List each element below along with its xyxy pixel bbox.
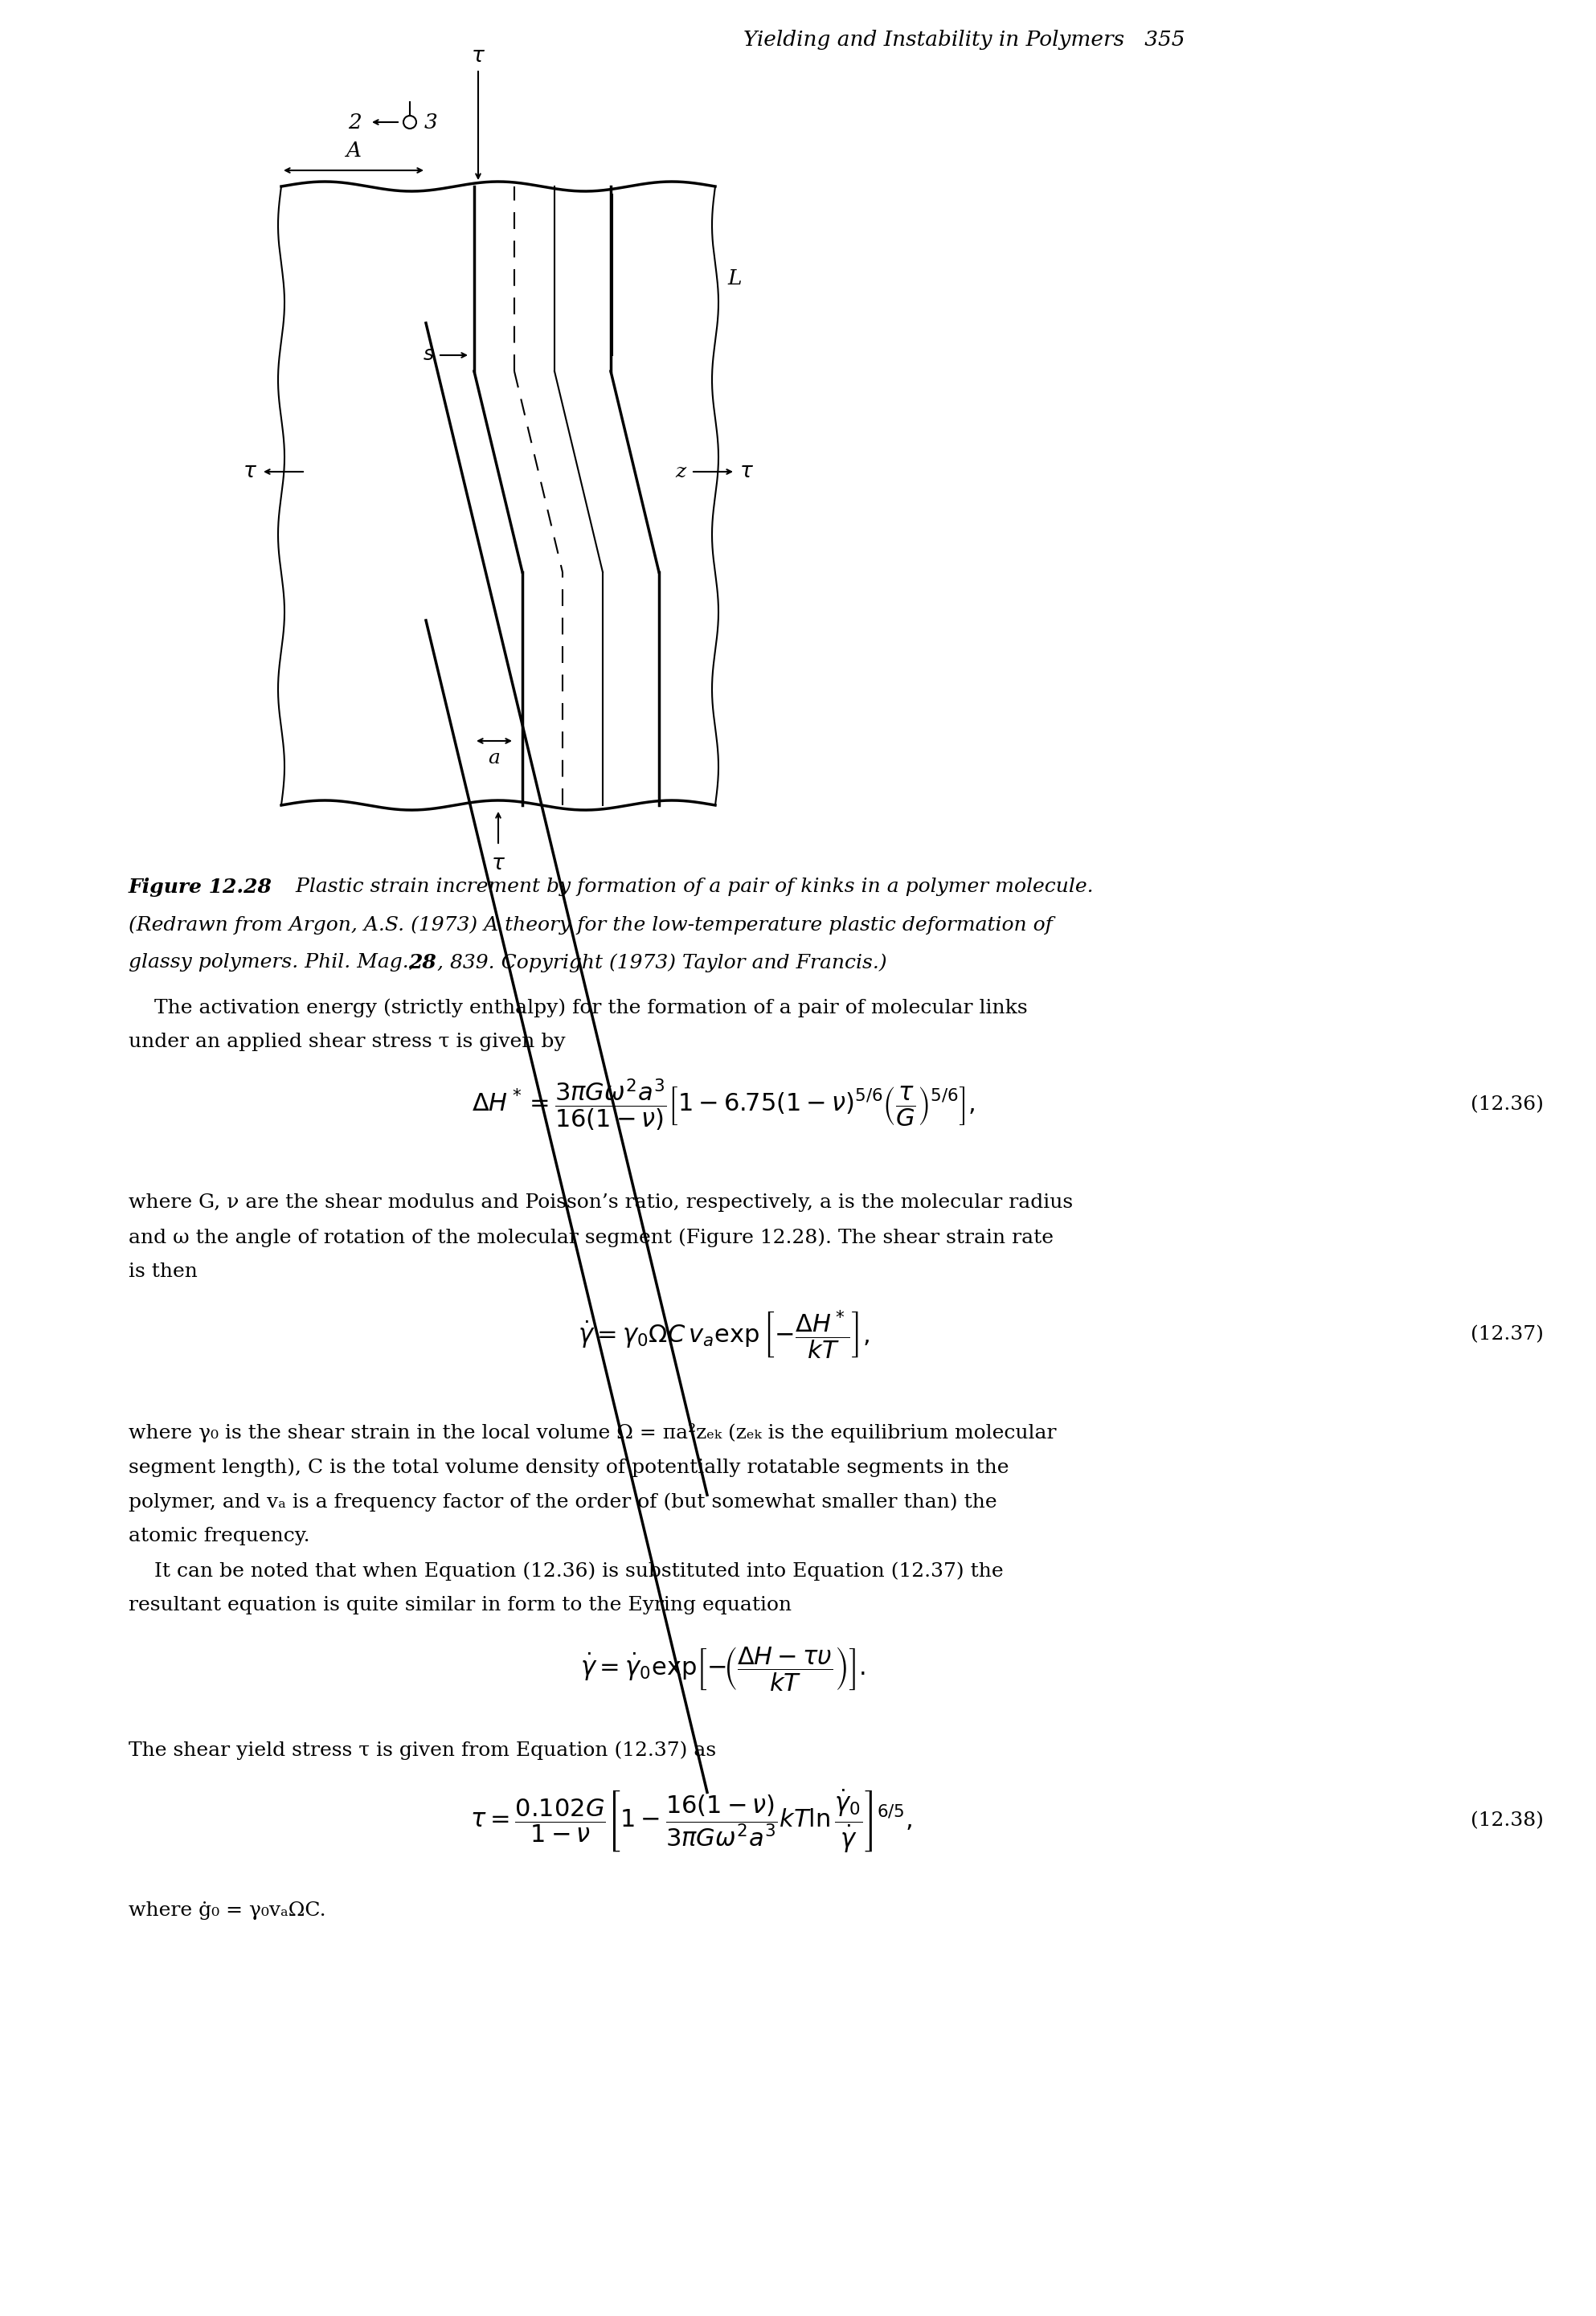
- Text: atomic frequency.: atomic frequency.: [129, 1526, 310, 1545]
- Text: a: a: [488, 748, 500, 767]
- Text: $\tau$: $\tau$: [471, 46, 485, 65]
- Text: where G, ν are the shear modulus and Poisson’s ratio, respectively, a is the mol: where G, ν are the shear modulus and Poi…: [129, 1193, 1073, 1211]
- Text: where ġ₀ = γ₀vₐΩC.: where ġ₀ = γ₀vₐΩC.: [129, 1901, 326, 1920]
- Text: A: A: [346, 141, 361, 160]
- Text: $\Delta H^* = \dfrac{3\pi G\omega^2 a^3}{16(1 - \nu)}\left[ 1 - 6.75(1 - \nu)^{5: $\Delta H^* = \dfrac{3\pi G\omega^2 a^3}…: [471, 1077, 975, 1133]
- Text: Plastic strain increment by formation of a pair of kinks in a polymer molecule.: Plastic strain increment by formation of…: [282, 878, 1093, 896]
- Text: under an applied shear stress τ is given by: under an applied shear stress τ is given…: [129, 1033, 565, 1051]
- Text: glassy polymers. Phil. Mag.,: glassy polymers. Phil. Mag.,: [129, 954, 421, 973]
- Text: (Redrawn from Argon, A.S. (1973) A theory for the low-temperature plastic deform: (Redrawn from Argon, A.S. (1973) A theor…: [129, 915, 1053, 933]
- Text: segment length), C is the total volume density of potentially rotatable segments: segment length), C is the total volume d…: [129, 1457, 1009, 1478]
- Text: Yielding and Instability in Polymers   355: Yielding and Instability in Polymers 355: [744, 30, 1186, 51]
- Text: (12.36): (12.36): [1470, 1095, 1543, 1114]
- Text: and ω the angle of rotation of the molecular segment (Figure 12.28). The shear s: and ω the angle of rotation of the molec…: [129, 1227, 1053, 1246]
- Text: $\tau$: $\tau$: [492, 852, 506, 873]
- Text: polymer, and vₐ is a frequency factor of the order of (but somewhat smaller than: polymer, and vₐ is a frequency factor of…: [129, 1492, 998, 1512]
- Text: (12.37): (12.37): [1470, 1325, 1543, 1343]
- Text: L: L: [728, 269, 742, 290]
- Text: (12.38): (12.38): [1470, 1811, 1543, 1830]
- Text: 3: 3: [425, 111, 437, 132]
- Text: 28: 28: [409, 954, 436, 973]
- Text: $\dot{\gamma} = \gamma_0 \Omega C \, v_a \exp\left[-\dfrac{\Delta H^*}{kT}\right: $\dot{\gamma} = \gamma_0 \Omega C \, v_a…: [578, 1309, 870, 1362]
- Text: resultant equation is quite similar in form to the Eyring equation: resultant equation is quite similar in f…: [129, 1596, 792, 1614]
- Text: The activation energy (strictly enthalpy) for the formation of a pair of molecul: The activation energy (strictly enthalpy…: [129, 998, 1028, 1017]
- Text: , 839. Copyright (1973) Taylor and Francis.): , 839. Copyright (1973) Taylor and Franc…: [437, 954, 887, 973]
- Text: It can be noted that when Equation (12.36) is substituted into Equation (12.37) : It can be noted that when Equation (12.3…: [129, 1561, 1004, 1580]
- Text: z: z: [675, 463, 686, 482]
- Text: $\tau$: $\tau$: [739, 461, 753, 482]
- Text: Figure 12.28: Figure 12.28: [129, 878, 273, 896]
- Text: The shear yield stress τ is given from Equation (12.37) as: The shear yield stress τ is given from E…: [129, 1742, 717, 1760]
- Text: where γ₀ is the shear strain in the local volume Ω = πa²zₑₖ (zₑₖ is the equilibr: where γ₀ is the shear strain in the loca…: [129, 1424, 1057, 1443]
- Text: is then: is then: [129, 1262, 198, 1281]
- Text: $\tau$: $\tau$: [243, 461, 257, 482]
- Text: $\tau = \dfrac{0.102G}{1 - \nu}\left[ 1 - \dfrac{16(1 - \nu)}{3\pi G\omega^2 a^3: $\tau = \dfrac{0.102G}{1 - \nu}\left[ 1 …: [471, 1788, 913, 1855]
- Text: 2: 2: [348, 111, 362, 132]
- Text: $s$: $s$: [423, 345, 434, 364]
- Text: $\dot{\gamma} = \dot{\gamma}_0 \exp\!\left[-\!\left(\dfrac{\Delta H - \tau\upsil: $\dot{\gamma} = \dot{\gamma}_0 \exp\!\le…: [581, 1644, 867, 1693]
